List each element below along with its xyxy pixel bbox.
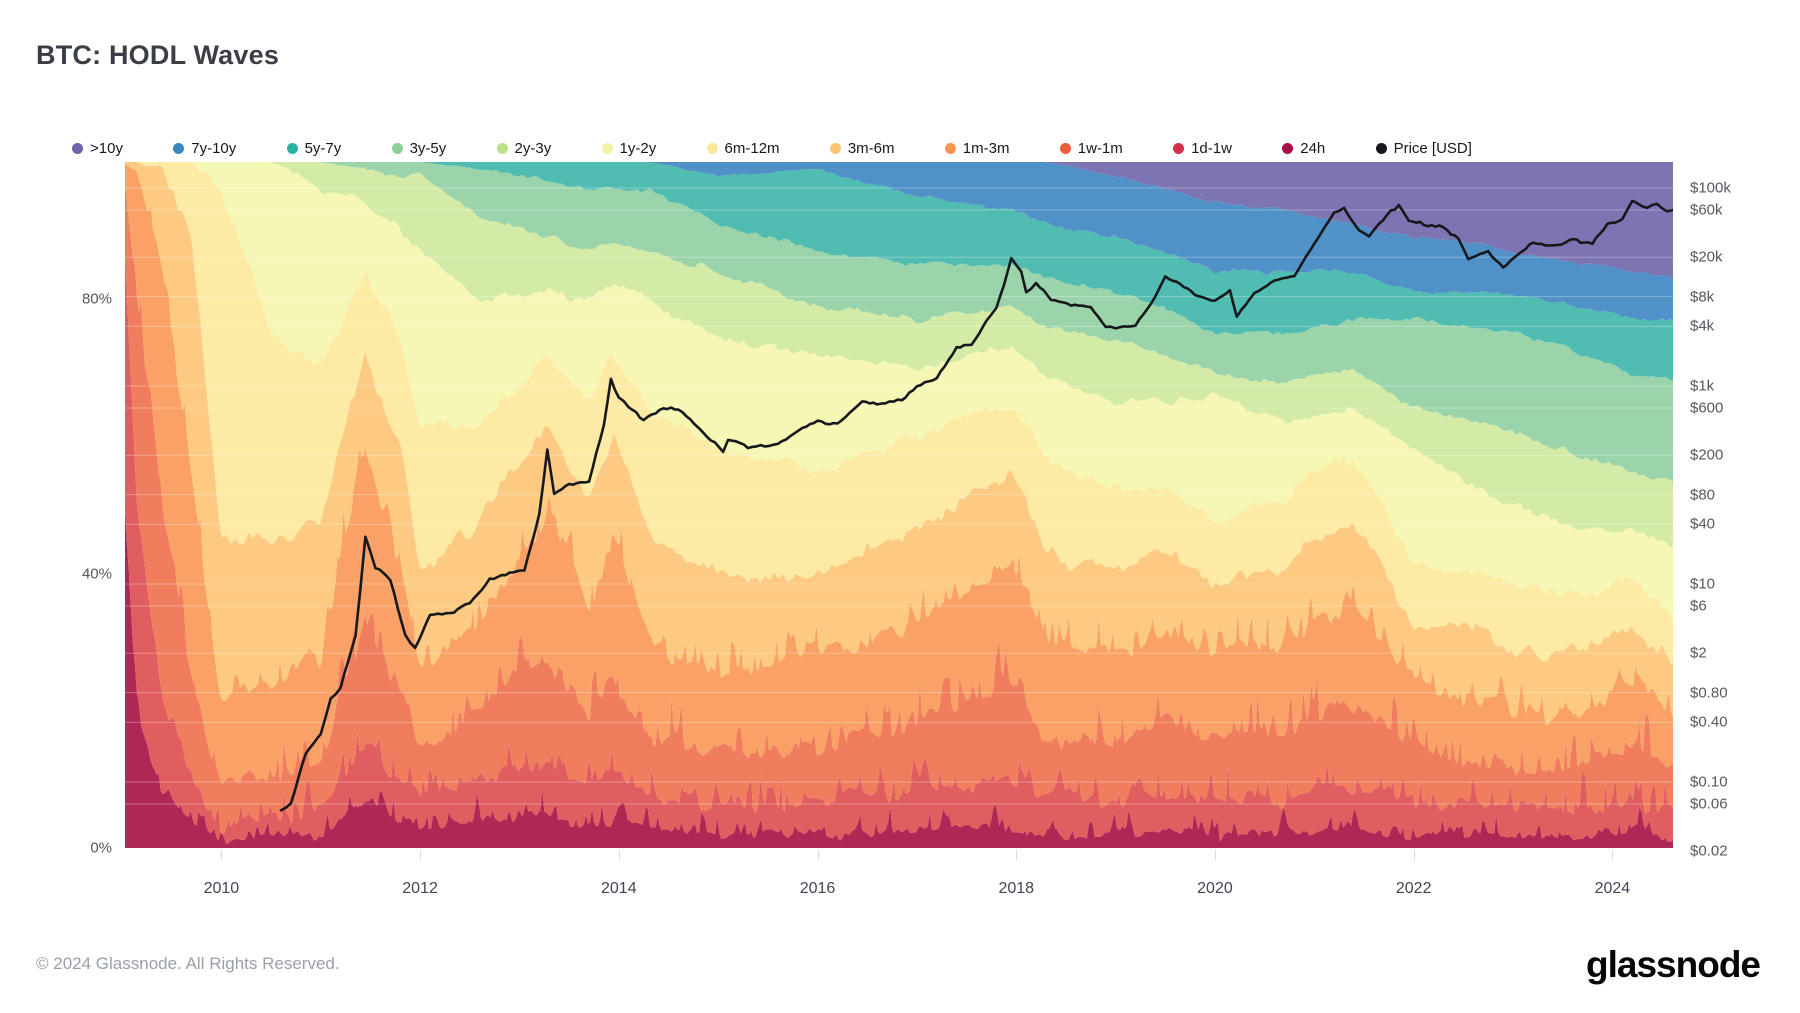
y-left-tick-label: 40%: [81, 565, 112, 583]
x-tick-label: 2016: [799, 880, 836, 897]
band-2y-3y[interactable]: [125, 162, 1673, 548]
y-left-tick-label: 0%: [90, 839, 112, 857]
legend-item-label: >10y: [90, 139, 123, 157]
legend-item-label: 1d-1w: [1191, 139, 1232, 157]
legend-dot-icon: [601, 142, 613, 154]
y-right-tick-label: $80: [1690, 486, 1716, 504]
hodl-waves-chart[interactable]: [125, 162, 1673, 848]
legend-item-label: 5y-7y: [304, 139, 342, 157]
y-right-tick-label: $60k: [1690, 201, 1723, 219]
legend-item-label: 1m-3m: [962, 139, 1010, 157]
x-tick-label: 2020: [1197, 880, 1233, 897]
glassnode-logo: glassnode: [1586, 944, 1761, 985]
y-right-tick-label: $0.40: [1690, 713, 1728, 731]
legend-item-label: 1w-1m: [1077, 139, 1123, 157]
legend-item-label: 7y-10y: [191, 139, 237, 157]
y-right-tick-label: $0.02: [1690, 842, 1728, 860]
x-tick: [1016, 850, 1018, 860]
x-tick: [1214, 850, 1216, 860]
legend-dot-icon: [391, 142, 403, 154]
legend-item-1m-3m[interactable]: 1m-3m: [944, 139, 1010, 157]
y-right-tick-label: $8k: [1690, 288, 1715, 306]
legend-item-1w-1m[interactable]: 1w-1m: [1059, 139, 1123, 157]
legend-item-label: 3y-5y: [409, 139, 447, 157]
y-right-tick-label: $6: [1690, 597, 1707, 615]
legend-dot-icon: [173, 142, 185, 154]
band-1m-3m[interactable]: [125, 162, 1673, 785]
y-right-tick-label: $10: [1690, 575, 1716, 593]
x-tick-label: 2010: [203, 880, 240, 897]
legend-dot-icon: [944, 142, 956, 154]
x-tick-label: 2024: [1594, 880, 1631, 897]
legend-dot-icon: [72, 142, 83, 154]
x-tick: [1413, 850, 1415, 860]
legend-item-1d-1w[interactable]: 1d-1w: [1173, 140, 1232, 157]
legend-item-label: Price [USD]: [1393, 139, 1472, 157]
legend-dot-icon: [1059, 142, 1071, 154]
legend-item-7y-10y[interactable]: 7y-10y: [173, 140, 236, 157]
x-tick-label: 2014: [601, 880, 637, 897]
y-right-tick-label: $20k: [1690, 248, 1723, 266]
legend: >10y 7y-10y 5y-7y 3y-5y 2y-3y 1y-2y 6m-12m 3m-6…: [72, 138, 1472, 158]
band-3m-6m[interactable]: [125, 162, 1673, 725]
legend-item-label: 24h: [1300, 139, 1326, 157]
copyright-text: © 2024 Glassnode. All Rights Reserved.: [36, 954, 340, 973]
legend-item--10y[interactable]: >10y: [72, 140, 123, 157]
y-right-tick-label: $2: [1690, 644, 1707, 662]
legend-dot-icon: [286, 142, 298, 154]
price-line[interactable]: [279, 199, 1673, 812]
legend-item-label: 2y-3y: [514, 139, 552, 157]
x-tick: [221, 850, 223, 860]
band--10y[interactable]: [125, 162, 1673, 278]
x-tick: [1612, 850, 1614, 860]
legend-dot-icon: [496, 142, 508, 154]
y-right-tick-label: $0.80: [1690, 684, 1728, 702]
y-right-tick-label: $0.10: [1690, 773, 1728, 791]
legend-item-3y-5y[interactable]: 3y-5y: [391, 139, 447, 157]
legend-dot-icon: [1375, 142, 1387, 154]
y-right-tick-label: $100k: [1690, 179, 1731, 197]
legend-item-6m-12m[interactable]: 6m-12m: [706, 139, 780, 157]
legend-item-1y-2y[interactable]: 1y-2y: [601, 139, 657, 157]
legend-item-label: 3m-6m: [847, 139, 895, 157]
legend-item-2y-3y[interactable]: 2y-3y: [496, 139, 552, 157]
y-right-tick-label: $600: [1690, 399, 1724, 417]
band-3y-5y[interactable]: [125, 162, 1673, 482]
legend-item-3m-6m[interactable]: 3m-6m: [829, 139, 895, 157]
legend-dot-icon: [1173, 142, 1185, 154]
x-tick-label: 2022: [1395, 880, 1432, 897]
x-tick-label: 2018: [998, 880, 1035, 897]
legend-item-24h[interactable]: 24h: [1282, 140, 1325, 157]
band-7y-10y[interactable]: [125, 162, 1673, 321]
y-right-tick-label: $4k: [1690, 317, 1715, 335]
legend-dot-icon: [1282, 142, 1294, 154]
y-right-tick-label: $0.06: [1690, 795, 1728, 813]
legend-item-5y-7y[interactable]: 5y-7y: [286, 139, 342, 157]
legend-dot-icon: [829, 142, 841, 154]
y-left-tick-label: 80%: [81, 290, 112, 308]
y-right-tick-label: $40: [1690, 515, 1716, 533]
legend-dot-icon: [706, 142, 718, 154]
band-6m-12m[interactable]: [125, 162, 1673, 665]
y-right-tick-label: $1k: [1690, 377, 1715, 395]
legend-item-label: 1y-2y: [619, 139, 657, 157]
band-1w-1m[interactable]: [125, 184, 1673, 835]
band-1y-2y[interactable]: [125, 162, 1673, 618]
x-tick: [817, 850, 819, 860]
legend-item-price-usd-[interactable]: Price [USD]: [1375, 139, 1472, 157]
y-right-tick-label: $200: [1690, 446, 1724, 464]
page-title: BTC: HODL Waves: [36, 40, 280, 70]
band-5y-7y[interactable]: [125, 162, 1673, 381]
legend-item-label: 6m-12m: [724, 139, 780, 157]
x-tick: [618, 850, 620, 860]
x-tick: [420, 850, 422, 860]
x-tick-label: 2012: [402, 880, 438, 897]
